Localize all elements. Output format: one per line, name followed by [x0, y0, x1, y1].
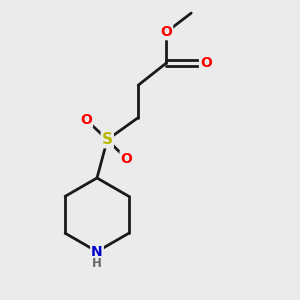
Text: N: N: [91, 244, 103, 259]
Text: O: O: [121, 152, 132, 166]
Text: S: S: [102, 132, 113, 147]
Text: H: H: [92, 257, 102, 271]
Text: O: O: [80, 113, 92, 127]
Text: O: O: [200, 56, 212, 70]
Text: O: O: [160, 25, 172, 39]
